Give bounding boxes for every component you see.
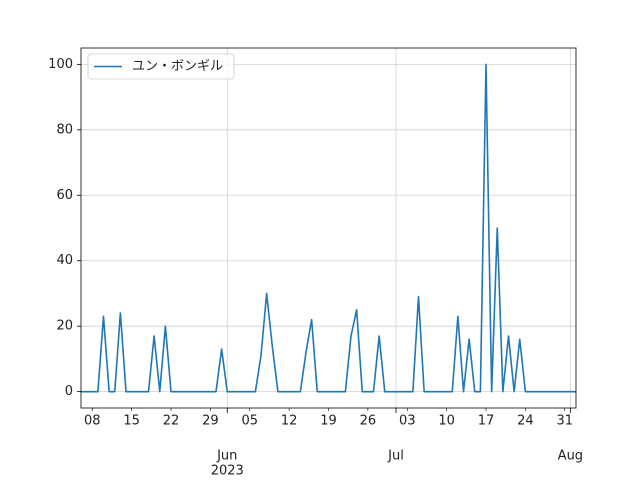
y-tick-label: 40 [56,253,73,268]
data-line [81,63,576,393]
x-tick-label: 24 [517,414,534,429]
y-tick-label: 80 [56,122,73,137]
y-tick-label: 100 [48,57,73,72]
x-tick-label: 03 [399,414,416,429]
x-tick-label: 08 [84,414,101,429]
x-major-label: Jul [387,449,404,464]
y-tick-label: 0 [65,384,73,399]
x-tick-label: 29 [202,414,219,429]
x-tick-label: 19 [320,414,337,429]
x-major-label: Aug [558,449,583,464]
x-tick-label: 17 [478,414,495,429]
year-label: 2023 [211,464,244,479]
x-tick-label: 10 [438,414,455,429]
x-tick-label: 31 [556,414,573,429]
x-tick-label: 05 [241,414,258,429]
x-tick-label: 26 [360,414,377,429]
plot-frame [80,47,577,409]
x-tick-label: 12 [281,414,298,429]
x-major-label: Jun [216,449,237,464]
legend-label: ユン・ボンギル [132,59,223,74]
y-tick-label: 60 [56,188,73,203]
legend-box [87,53,235,80]
x-tick-label: 22 [163,414,180,429]
y-tick-label: 20 [56,319,73,334]
x-tick-label: 15 [123,414,140,429]
